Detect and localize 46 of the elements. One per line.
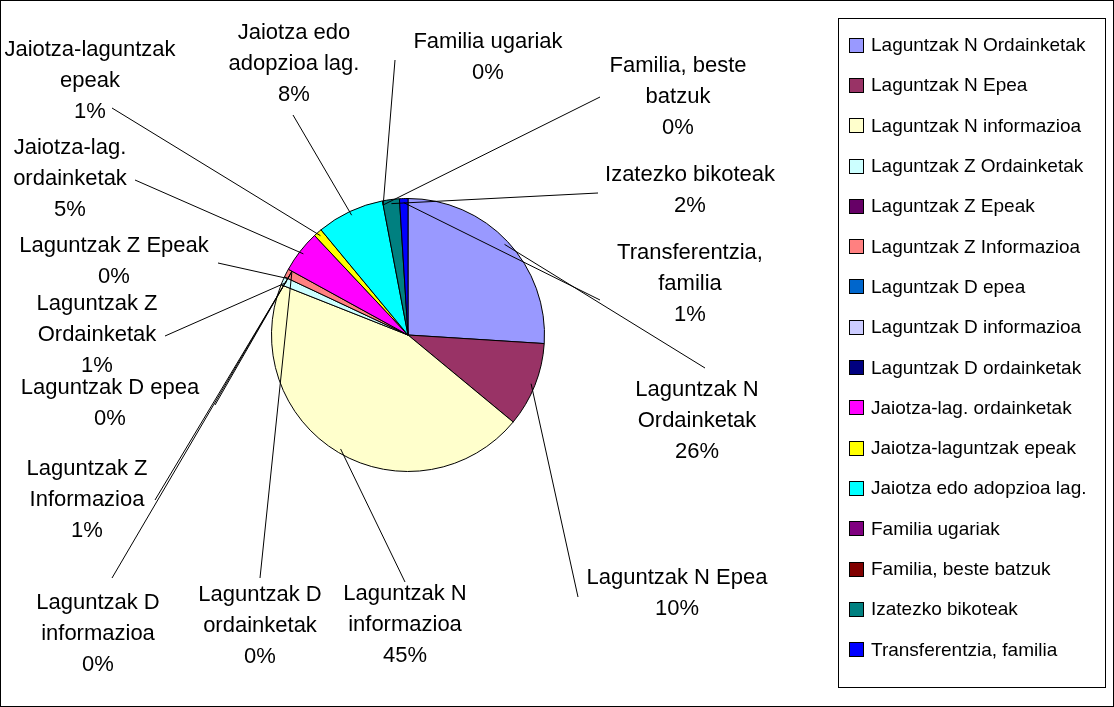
data-label: 2%: [674, 192, 706, 218]
legend-label: Laguntzak D ordainketak: [871, 356, 1082, 379]
slice-label: Jaiotza edo adopzioa lag.: [228, 19, 360, 76]
data-label: 10%: [654, 595, 700, 621]
legend-label: Laguntzak Z Informazioa: [871, 235, 1081, 258]
category-label: Laguntzak D informazioa: [36, 589, 160, 646]
legend-label: Familia ugariak: [871, 517, 1000, 540]
category-label: Familia ugariak: [413, 28, 563, 54]
data-label: 45%: [382, 642, 428, 668]
slice-label: Laguntzak N informazioa: [343, 580, 467, 637]
legend-label: Izatezko bikoteak: [871, 598, 1018, 621]
text: 0%: [98, 263, 130, 289]
category-label: Laguntzak Z Epeak: [19, 232, 209, 258]
text: 0%: [662, 114, 694, 140]
category-label: Familia, beste batzuk: [609, 52, 747, 109]
legend-label: Laguntzak N informazioa: [871, 114, 1082, 137]
legend-label: Laguntzak N Ordainketak: [871, 34, 1086, 57]
slice-label: Laguntzak N Ordainketak: [635, 376, 759, 433]
slice-label: Laguntzak Z Informazioa: [26, 455, 148, 512]
text: 0%: [94, 405, 126, 431]
legend-label: Transferentzia, familia: [871, 638, 1058, 661]
data-label: 8%: [278, 81, 310, 107]
slice-label: Izatezko bikoteak: [605, 161, 776, 187]
data-label: 1%: [674, 301, 706, 327]
data-label: 1%: [71, 517, 103, 543]
text: 0%: [244, 643, 276, 669]
data-label: 5%: [54, 196, 86, 222]
data-label: 26%: [674, 438, 720, 464]
text: 0%: [472, 59, 504, 85]
legend-label: Laguntzak N Epea: [871, 74, 1028, 97]
data-label: 1%: [74, 98, 106, 124]
legend-label: Laguntzak Z Ordainketak: [871, 155, 1084, 178]
slice-label: Laguntzak N Epea: [586, 564, 769, 590]
legend-label: Laguntzak D epea: [871, 275, 1026, 298]
legend-label: Laguntzak Z Epeak: [871, 195, 1035, 218]
legend-label: Laguntzak D informazioa: [871, 316, 1082, 339]
slice-label: Jaiotza-laguntzak epeak: [4, 36, 177, 93]
slice-label: Laguntzak Z Ordainketak: [36, 290, 158, 347]
slice-label: Transferentzia, familia: [617, 239, 763, 296]
text: 0%: [82, 651, 114, 677]
legend-label: Familia, beste batzuk: [871, 558, 1051, 580]
legend-label: Jaiotza edo adopzioa lag.: [871, 477, 1087, 500]
category-label: Laguntzak D ordainketak: [198, 581, 322, 638]
slice-label: Jaiotza-lag. ordainketak: [13, 134, 128, 191]
legend-label: Jaiotza-laguntzak epeak: [871, 437, 1076, 460]
legend-label: Jaiotza-lag. ordainketak: [871, 396, 1072, 419]
